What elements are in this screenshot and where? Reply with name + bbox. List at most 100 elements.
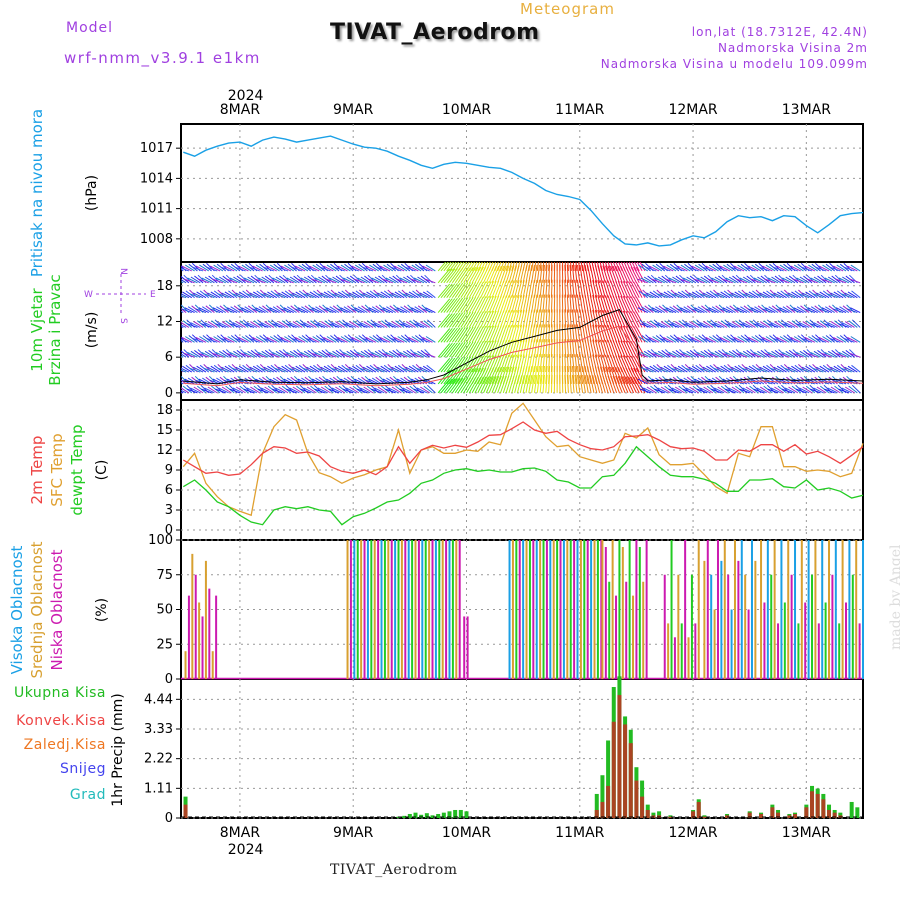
wind-barb xyxy=(550,294,553,313)
wind-barb xyxy=(423,320,433,328)
wind-barb xyxy=(477,376,487,394)
wind-barb xyxy=(440,268,453,284)
wind-barb xyxy=(844,338,855,343)
wind-barb xyxy=(548,324,551,343)
wind-barb xyxy=(357,277,368,284)
wind-barb xyxy=(821,307,833,314)
wind-barb xyxy=(750,278,762,284)
wind-barb xyxy=(309,291,320,299)
wind-barb xyxy=(628,266,637,284)
wind-barb xyxy=(572,262,575,271)
wind-barb xyxy=(424,278,436,284)
wind-barb xyxy=(550,309,553,328)
wind-barb xyxy=(238,265,249,272)
wind-barb xyxy=(260,293,272,299)
wind-barb xyxy=(694,336,705,343)
wind-barb xyxy=(645,266,657,272)
wind-barb xyxy=(577,294,581,313)
wind-barb xyxy=(711,351,722,358)
wind-barb xyxy=(437,357,451,373)
wind-barb xyxy=(844,386,855,394)
wind-label-2: Brzina i Pravac xyxy=(46,274,64,385)
wind-barb xyxy=(671,367,682,373)
wind-barb xyxy=(250,386,261,394)
wind-barb xyxy=(599,339,606,358)
wind-barb xyxy=(255,264,266,272)
wind-barb xyxy=(844,292,855,299)
wind-barb xyxy=(773,292,784,299)
wind-barb xyxy=(594,375,601,393)
wind-barb xyxy=(181,381,184,385)
wind-barb xyxy=(294,379,306,385)
wind-barb xyxy=(813,276,824,284)
wind-barb xyxy=(592,265,598,283)
wind-barb xyxy=(181,355,184,358)
wind-barb xyxy=(212,278,224,284)
wind-barb xyxy=(488,325,497,343)
wind-barb xyxy=(575,262,578,271)
wind-barb xyxy=(218,367,229,373)
precip-convective-bar xyxy=(832,812,837,818)
wind-barb xyxy=(209,265,221,272)
wind-barb xyxy=(508,354,515,373)
wind-barb xyxy=(303,387,314,394)
wind-barb xyxy=(451,312,464,328)
wind-barb xyxy=(584,265,589,283)
wind-barb xyxy=(494,295,502,313)
wind-barb xyxy=(742,276,753,284)
wind-barb xyxy=(635,281,646,298)
wind-barb xyxy=(393,379,405,385)
wind-barb xyxy=(488,310,497,328)
wind-barb xyxy=(759,292,770,299)
wind-barb xyxy=(759,386,770,394)
wind-barb xyxy=(688,338,699,343)
wind-barb xyxy=(773,266,784,272)
wind-barb xyxy=(801,266,813,272)
wind-barb xyxy=(320,366,331,373)
precip-total-bar xyxy=(594,793,599,818)
wind-barb xyxy=(463,326,474,343)
wind-barb xyxy=(579,374,584,393)
wind-barb xyxy=(297,352,309,358)
wind-barb xyxy=(577,339,581,358)
wind-barb xyxy=(665,352,677,358)
wind-barb xyxy=(628,340,637,358)
temp-2m-line xyxy=(182,421,864,476)
wind-barb xyxy=(770,387,782,394)
wind-barb xyxy=(592,375,598,393)
wind-speed-line xyxy=(183,308,864,385)
wind-barb xyxy=(802,386,813,394)
wind-barb xyxy=(314,388,326,394)
wind-barb xyxy=(264,386,275,394)
wind-barb xyxy=(545,309,548,328)
wind-barb xyxy=(449,342,461,358)
wind-barb xyxy=(657,387,668,394)
y-tick-label: 6 xyxy=(165,350,173,365)
wind-barb xyxy=(550,324,553,343)
wind-barb xyxy=(446,342,458,358)
wind-barb xyxy=(331,387,343,394)
wind-barb xyxy=(571,374,575,393)
wind-barb xyxy=(847,365,858,373)
wind-barb xyxy=(602,310,609,328)
wind-barb xyxy=(443,268,456,284)
wind-barb xyxy=(272,377,283,385)
wind-barb xyxy=(842,276,852,284)
wind-barb xyxy=(394,337,405,343)
wind-barb xyxy=(643,276,654,284)
wind-barb xyxy=(508,366,515,385)
wind-barb xyxy=(748,291,759,299)
wind-barb xyxy=(422,291,433,299)
wind-barb xyxy=(703,321,714,328)
wind-barb xyxy=(657,367,668,373)
wind-barb xyxy=(528,279,533,298)
wind-barb xyxy=(782,306,793,313)
chart-subtitle: Meteogram xyxy=(520,0,615,18)
wind-barb xyxy=(605,354,612,373)
wind-barb xyxy=(380,365,391,373)
wind-barb xyxy=(564,262,567,271)
wind-barb xyxy=(710,388,722,394)
wind-barb xyxy=(388,367,399,373)
wind-barb xyxy=(587,279,592,298)
wind-barb xyxy=(232,322,243,328)
